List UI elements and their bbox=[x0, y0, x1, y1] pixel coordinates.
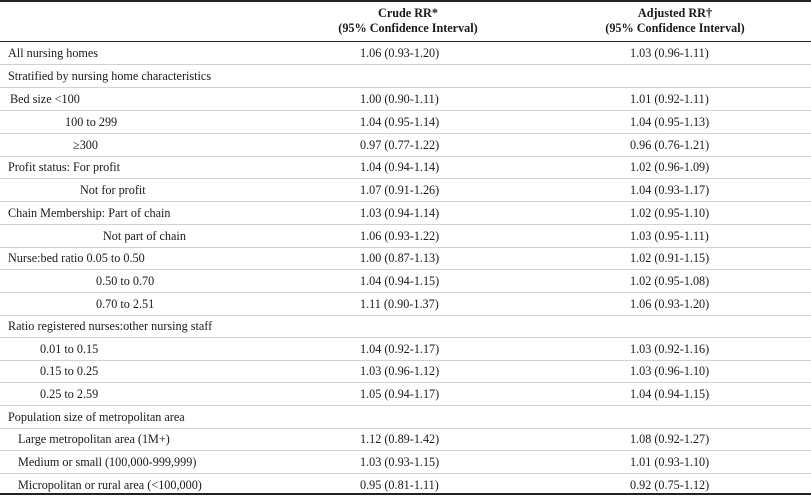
row-label: Medium or small (100,000-999,999) bbox=[18, 455, 197, 469]
crude-rr-value: 1.12 (0.89-1.42) bbox=[360, 432, 440, 446]
crude-rr-value: 1.04 (0.94-1.15) bbox=[360, 274, 440, 288]
adjusted-rr-value: 1.01 (0.93-1.10) bbox=[630, 455, 710, 469]
header-crude-rr: Crude RR* (95% Confidence Interval) bbox=[318, 6, 498, 36]
row-divider bbox=[0, 156, 811, 157]
row-divider bbox=[0, 360, 811, 361]
row-label: 0.70 to 2.51 bbox=[96, 297, 155, 311]
crude-rr-value: 1.04 (0.95-1.14) bbox=[360, 115, 440, 129]
row-label: ≥300 bbox=[73, 138, 98, 152]
crude-rr-value: 1.04 (0.94-1.14) bbox=[360, 160, 440, 174]
row-label: 0.50 to 0.70 bbox=[96, 274, 155, 288]
row-label: Not part of chain bbox=[103, 229, 186, 243]
adjusted-rr-value: 1.03 (0.96-1.10) bbox=[630, 364, 710, 378]
row-divider bbox=[0, 269, 811, 270]
row-label: Bed size <100 bbox=[10, 92, 80, 106]
row-label: Population size of metropolitan area bbox=[8, 410, 185, 424]
table-header-rule bbox=[0, 41, 811, 42]
row-divider bbox=[0, 87, 811, 88]
crude-rr-value: 1.06 (0.93-1.22) bbox=[360, 229, 440, 243]
crude-rr-value: 0.97 (0.77-1.22) bbox=[360, 138, 440, 152]
adjusted-rr-value: 1.02 (0.91-1.15) bbox=[630, 251, 710, 265]
row-divider bbox=[0, 133, 811, 134]
row-divider bbox=[0, 428, 811, 429]
adjusted-rr-value: 1.02 (0.95-1.08) bbox=[630, 274, 710, 288]
adjusted-rr-value: 1.04 (0.95-1.13) bbox=[630, 115, 710, 129]
row-divider bbox=[0, 64, 811, 65]
crude-rr-value: 1.03 (0.96-1.12) bbox=[360, 364, 440, 378]
row-label: Micropolitan or rural area (<100,000) bbox=[18, 478, 202, 492]
row-divider bbox=[0, 382, 811, 383]
adjusted-rr-value: 0.96 (0.76-1.21) bbox=[630, 138, 710, 152]
crude-rr-value: 1.05 (0.94-1.17) bbox=[360, 387, 440, 401]
adjusted-rr-value: 1.04 (0.93-1.17) bbox=[630, 183, 710, 197]
row-label: Stratified by nursing home characteristi… bbox=[8, 69, 212, 83]
adjusted-rr-value: 1.02 (0.95-1.10) bbox=[630, 206, 710, 220]
row-divider bbox=[0, 201, 811, 202]
crude-rr-value: 1.07 (0.91-1.26) bbox=[360, 183, 440, 197]
row-divider bbox=[0, 178, 811, 179]
adjusted-rr-value: 1.04 (0.94-1.15) bbox=[630, 387, 710, 401]
crude-rr-value: 1.04 (0.92-1.17) bbox=[360, 342, 440, 356]
row-label: Not for profit bbox=[80, 183, 146, 197]
adjusted-rr-value: 1.08 (0.92-1.27) bbox=[630, 432, 710, 446]
header-adjusted-subtitle: (95% Confidence Interval) bbox=[605, 21, 745, 35]
table-top-rule bbox=[0, 0, 811, 2]
row-label: 100 to 299 bbox=[65, 115, 118, 129]
row-divider bbox=[0, 292, 811, 293]
crude-rr-value: 1.11 (0.90-1.37) bbox=[360, 297, 439, 311]
adjusted-rr-value: 1.06 (0.93-1.20) bbox=[630, 297, 710, 311]
row-label: 0.25 to 2.59 bbox=[40, 387, 99, 401]
header-adjusted-rr: Adjusted RR† (95% Confidence Interval) bbox=[585, 6, 765, 36]
row-label: All nursing homes bbox=[8, 46, 99, 60]
row-divider bbox=[0, 315, 811, 316]
crude-rr-value: 1.06 (0.93-1.20) bbox=[360, 46, 440, 60]
adjusted-rr-value: 1.01 (0.92-1.11) bbox=[630, 92, 709, 106]
adjusted-rr-value: 1.02 (0.96-1.09) bbox=[630, 160, 710, 174]
header-crude-title: Crude RR* bbox=[378, 6, 438, 20]
row-divider bbox=[0, 405, 811, 406]
row-divider bbox=[0, 247, 811, 248]
adjusted-rr-value: 1.03 (0.95-1.11) bbox=[630, 229, 709, 243]
crude-rr-value: 1.03 (0.94-1.14) bbox=[360, 206, 440, 220]
crude-rr-value: 0.95 (0.81-1.11) bbox=[360, 478, 439, 492]
row-label: Nurse:bed ratio 0.05 to 0.50 bbox=[8, 251, 145, 265]
header-crude-subtitle: (95% Confidence Interval) bbox=[338, 21, 478, 35]
crude-rr-value: 1.00 (0.90-1.11) bbox=[360, 92, 439, 106]
table-bottom-rule bbox=[0, 493, 811, 495]
row-label: Chain Membership: Part of chain bbox=[8, 206, 171, 220]
crude-rr-value: 1.00 (0.87-1.13) bbox=[360, 251, 440, 265]
row-divider bbox=[0, 450, 811, 451]
row-label: Profit status: For profit bbox=[8, 160, 121, 174]
adjusted-rr-value: 1.03 (0.92-1.16) bbox=[630, 342, 710, 356]
header-adjusted-title: Adjusted RR† bbox=[637, 6, 713, 20]
row-divider bbox=[0, 473, 811, 474]
adjusted-rr-value: 1.03 (0.96-1.11) bbox=[630, 46, 709, 60]
row-label: Ratio registered nurses:other nursing st… bbox=[8, 319, 213, 333]
row-label: 0.15 to 0.25 bbox=[40, 364, 99, 378]
row-divider bbox=[0, 224, 811, 225]
row-label: 0.01 to 0.15 bbox=[40, 342, 99, 356]
row-divider bbox=[0, 337, 811, 338]
row-label: Large metropolitan area (1M+) bbox=[18, 432, 170, 446]
crude-rr-value: 1.03 (0.93-1.15) bbox=[360, 455, 440, 469]
row-divider bbox=[0, 110, 811, 111]
adjusted-rr-value: 0.92 (0.75-1.12) bbox=[630, 478, 710, 492]
